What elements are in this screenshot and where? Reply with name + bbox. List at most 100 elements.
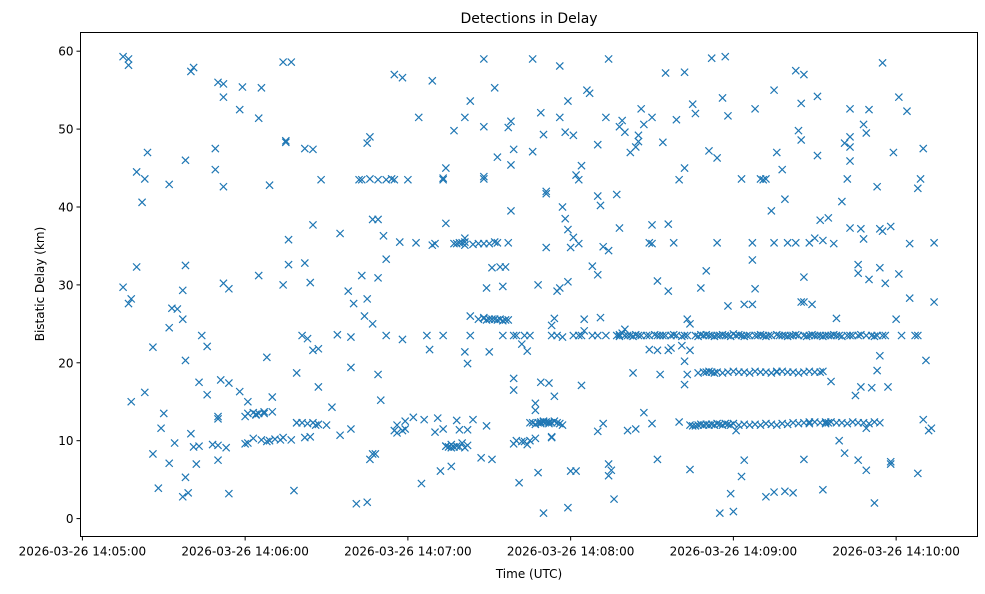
data-point <box>254 114 263 123</box>
data-point <box>615 330 624 339</box>
data-point <box>759 175 768 184</box>
data-point <box>593 140 602 149</box>
data-point <box>178 286 187 295</box>
data-point <box>740 300 749 309</box>
data-point <box>485 315 494 324</box>
data-point <box>897 331 906 340</box>
data-point <box>379 231 388 240</box>
data-point <box>479 172 488 181</box>
data-point <box>653 276 662 286</box>
data-point <box>845 331 855 340</box>
data-point <box>604 54 613 64</box>
data-point <box>870 332 879 341</box>
data-point <box>685 465 695 474</box>
data-point <box>403 175 412 184</box>
data-point <box>346 424 355 434</box>
data-point <box>490 238 499 247</box>
data-point <box>493 238 502 247</box>
data-point <box>827 377 836 386</box>
data-point <box>165 180 174 189</box>
data-point <box>715 509 724 518</box>
data-point <box>881 331 890 340</box>
data-point <box>534 418 543 427</box>
data-point <box>840 449 849 458</box>
data-point <box>723 331 732 340</box>
data-point <box>878 331 887 340</box>
data-point <box>854 260 863 269</box>
data-point <box>761 492 770 501</box>
data-point <box>544 419 553 428</box>
data-point <box>466 331 475 340</box>
data-point <box>327 403 336 412</box>
data-point <box>439 174 448 183</box>
data-point <box>517 437 526 446</box>
data-point <box>734 330 743 339</box>
data-point <box>534 468 543 477</box>
data-point <box>303 334 312 343</box>
data-point <box>680 68 689 77</box>
plot-frame <box>80 32 978 537</box>
data-point <box>441 442 450 451</box>
data-point <box>349 299 358 308</box>
data-point <box>818 332 827 341</box>
data-point <box>677 341 686 350</box>
data-point <box>718 93 727 102</box>
data-point <box>260 407 269 416</box>
data-point <box>224 379 233 388</box>
data-point <box>213 78 223 87</box>
data-points <box>119 52 939 518</box>
data-point <box>428 76 437 85</box>
data-point <box>181 473 190 482</box>
data-point <box>262 437 271 446</box>
data-point <box>463 441 472 450</box>
data-point <box>192 460 201 469</box>
data-point <box>203 342 212 351</box>
data-point <box>930 298 939 307</box>
data-point <box>789 488 798 497</box>
data-point <box>599 242 608 251</box>
data-point <box>189 63 198 72</box>
data-point <box>751 284 760 293</box>
data-point <box>653 346 662 355</box>
data-point <box>653 455 662 464</box>
data-point <box>213 456 223 465</box>
data-point <box>268 393 277 402</box>
data-point <box>683 315 692 324</box>
data-point <box>555 283 564 293</box>
data-point <box>805 419 814 428</box>
data-point <box>127 294 136 303</box>
data-point <box>647 239 657 248</box>
data-point <box>308 346 317 355</box>
data-point <box>512 331 521 340</box>
data-point <box>737 331 746 340</box>
data-point <box>818 485 827 494</box>
data-point <box>563 97 572 106</box>
data-point <box>604 471 613 480</box>
data-point <box>254 409 263 418</box>
data-point <box>913 331 922 340</box>
data-point <box>525 418 534 427</box>
data-point <box>740 456 749 465</box>
data-point <box>745 331 754 340</box>
data-point <box>547 432 556 441</box>
data-point <box>878 58 887 67</box>
data-point <box>458 438 467 448</box>
data-point <box>287 435 296 444</box>
data-point <box>685 319 695 328</box>
data-point <box>531 434 540 443</box>
data-point <box>555 61 564 71</box>
data-point <box>138 198 147 207</box>
data-point <box>664 287 673 296</box>
data-point <box>528 147 537 156</box>
data-point <box>859 120 868 129</box>
data-point <box>376 396 385 405</box>
data-point <box>368 319 377 328</box>
data-point <box>449 126 459 135</box>
data-point <box>666 343 676 353</box>
data-point <box>420 415 429 424</box>
data-point <box>553 331 562 340</box>
data-point <box>284 235 293 244</box>
data-point <box>265 436 274 445</box>
data-point <box>140 388 149 397</box>
data-point <box>414 113 423 122</box>
